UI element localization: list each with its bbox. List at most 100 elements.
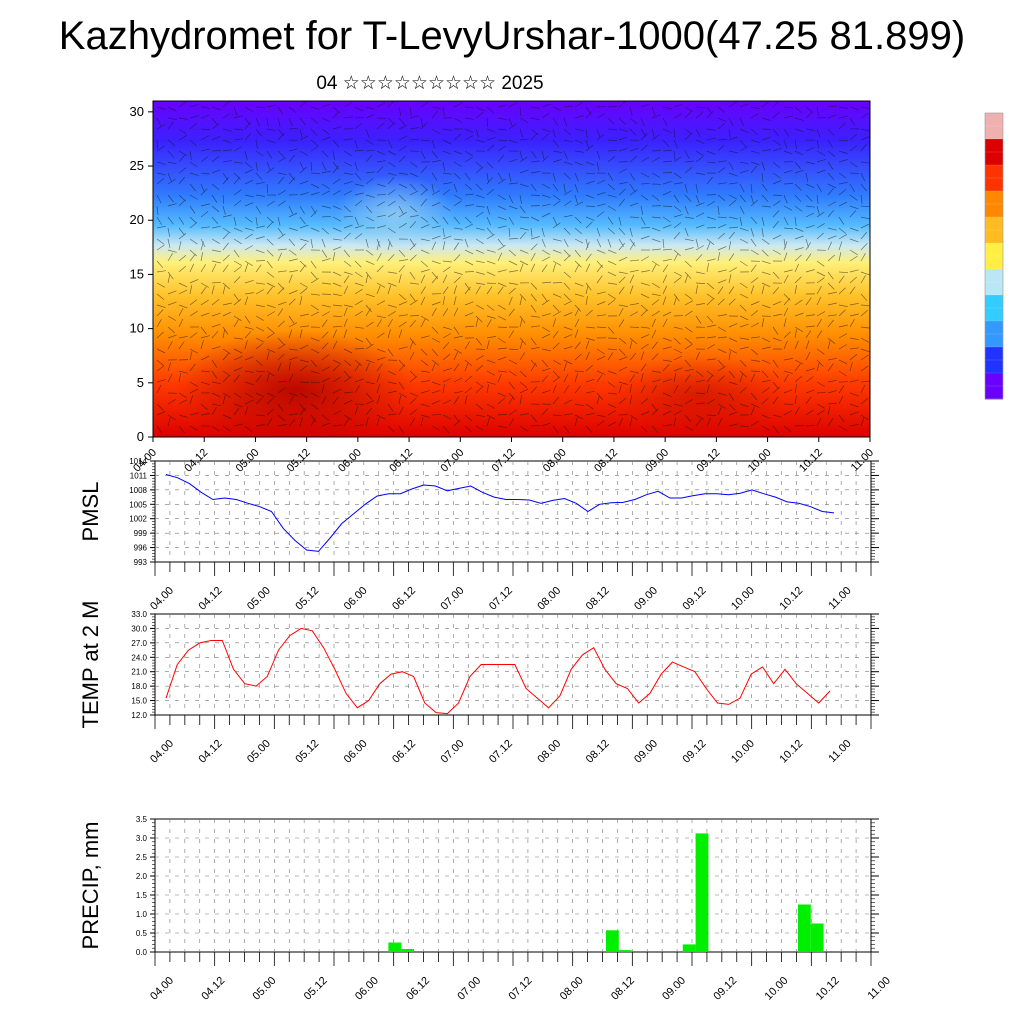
wind-barb	[728, 117, 734, 127]
wind-barb	[772, 370, 779, 379]
wind-barb	[299, 417, 303, 427]
wind-barb	[849, 106, 859, 110]
wind-barb	[673, 293, 680, 302]
wind-barb	[244, 399, 254, 405]
wind-barb	[442, 308, 449, 317]
pmsl-panel-xtick-label: 09.12	[681, 585, 709, 613]
wind-barb	[431, 389, 441, 394]
wind-barb	[178, 307, 184, 317]
wind-barb	[156, 225, 166, 229]
wind-barb	[310, 161, 313, 172]
wind-barb	[365, 407, 372, 416]
wind-barb	[750, 113, 759, 119]
wind-barb	[585, 340, 590, 350]
wind-barb	[288, 270, 298, 273]
wind-barb	[596, 348, 605, 355]
wind-barb	[156, 359, 165, 367]
wind-barb	[497, 205, 507, 211]
wind-barb	[827, 340, 831, 350]
wind-barb	[717, 139, 728, 141]
wind-barb	[519, 231, 527, 240]
wind-barb	[541, 194, 551, 199]
wind-barb	[420, 188, 428, 196]
wind-barb	[299, 288, 308, 295]
wind-barb	[541, 367, 551, 372]
wind-barb	[662, 364, 670, 372]
wind-barb	[673, 410, 682, 416]
wind-barb	[233, 227, 243, 232]
wind-barb	[805, 325, 815, 328]
wind-barb	[673, 222, 682, 229]
wind-barb	[585, 144, 594, 152]
wind-barb	[475, 128, 479, 138]
wind-barb	[794, 329, 797, 339]
wind-barb	[563, 105, 573, 108]
wind-barb	[431, 128, 440, 134]
wind-barb	[827, 363, 834, 372]
wind-barb	[541, 203, 551, 207]
wind-barb	[563, 254, 571, 262]
wind-barb	[222, 425, 231, 432]
pmsl-panel-xtick-label: 08.12	[584, 585, 612, 613]
wind-barb	[519, 227, 529, 231]
wind-barb	[772, 180, 782, 185]
wind-barb	[849, 379, 859, 383]
wind-barb	[453, 351, 459, 361]
wind-barb	[541, 150, 545, 160]
wind-barb	[640, 256, 649, 262]
wind-barb	[200, 381, 210, 386]
wind-barb	[299, 365, 308, 372]
wind-barb	[453, 183, 458, 193]
wind-barb	[310, 128, 318, 136]
wind-barb	[409, 161, 418, 168]
wind-barb	[530, 337, 537, 346]
wind-barb	[794, 395, 797, 405]
wind-barb	[783, 274, 789, 284]
wind-barb	[222, 139, 232, 144]
wind-barb	[508, 308, 515, 317]
wind-barb	[629, 172, 636, 181]
wind-barb	[662, 318, 668, 328]
wind-barb	[783, 389, 793, 394]
wind-barb	[816, 183, 822, 192]
wind-barb	[244, 292, 254, 295]
wind-barb	[794, 194, 802, 202]
wind-barb	[420, 269, 430, 273]
wind-barb	[618, 319, 625, 328]
wind-barb	[662, 172, 673, 174]
wind-barb	[343, 150, 352, 157]
wind-barb	[189, 263, 195, 273]
wind-barb	[222, 375, 230, 383]
wind-barb	[695, 156, 704, 163]
wind-barb	[761, 282, 771, 288]
wind-barb	[618, 227, 626, 235]
wind-barb	[222, 348, 231, 355]
wind-barb	[222, 112, 231, 119]
wind-barb	[409, 271, 416, 280]
wind-barb	[288, 413, 298, 416]
wind-barb	[244, 381, 254, 386]
wind-barb	[189, 161, 198, 168]
wind-barb	[717, 106, 726, 113]
wind-barb	[321, 205, 331, 209]
wind-barb	[827, 418, 834, 427]
wind-barb	[156, 403, 164, 411]
wind-barb	[398, 381, 405, 390]
wind-barb	[211, 392, 221, 398]
wind-barb	[849, 392, 859, 397]
wind-barb	[266, 238, 274, 246]
wind-barb	[332, 304, 342, 307]
wind-barb	[508, 418, 515, 427]
wind-barb	[354, 310, 363, 317]
wind-barb	[684, 310, 693, 317]
precip-bar	[401, 949, 414, 952]
wind-barb	[299, 392, 308, 399]
wind-barb	[673, 113, 683, 119]
wind-barb	[431, 216, 439, 224]
wind-barb	[200, 286, 207, 295]
wind-barb	[475, 365, 484, 372]
wind-barb	[618, 136, 628, 141]
wind-barb	[178, 167, 187, 174]
wind-barb	[607, 194, 617, 198]
wind-barb	[508, 194, 514, 204]
